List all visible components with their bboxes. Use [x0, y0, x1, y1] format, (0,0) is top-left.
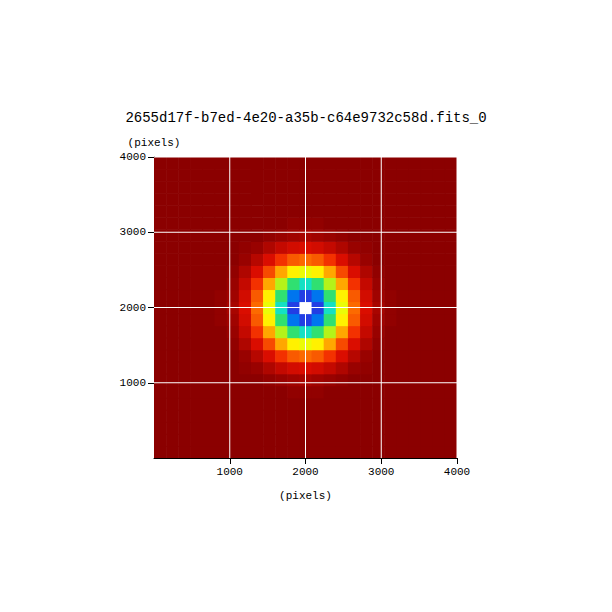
- svg-text:2000: 2000: [292, 466, 318, 478]
- svg-text:(pixels): (pixels): [279, 490, 332, 502]
- svg-text:2000: 2000: [120, 302, 146, 314]
- svg-text:4000: 4000: [120, 151, 146, 163]
- svg-text:3000: 3000: [368, 466, 394, 478]
- svg-text:2655d17f-b7ed-4e20-a35b-c64e97: 2655d17f-b7ed-4e20-a35b-c64e9732c58d.fit…: [125, 110, 486, 126]
- svg-text:1000: 1000: [120, 377, 146, 389]
- svg-text:3000: 3000: [120, 226, 146, 238]
- svg-text:(pixels): (pixels): [128, 137, 181, 149]
- svg-text:4000: 4000: [444, 466, 470, 478]
- svg-text:1000: 1000: [217, 466, 243, 478]
